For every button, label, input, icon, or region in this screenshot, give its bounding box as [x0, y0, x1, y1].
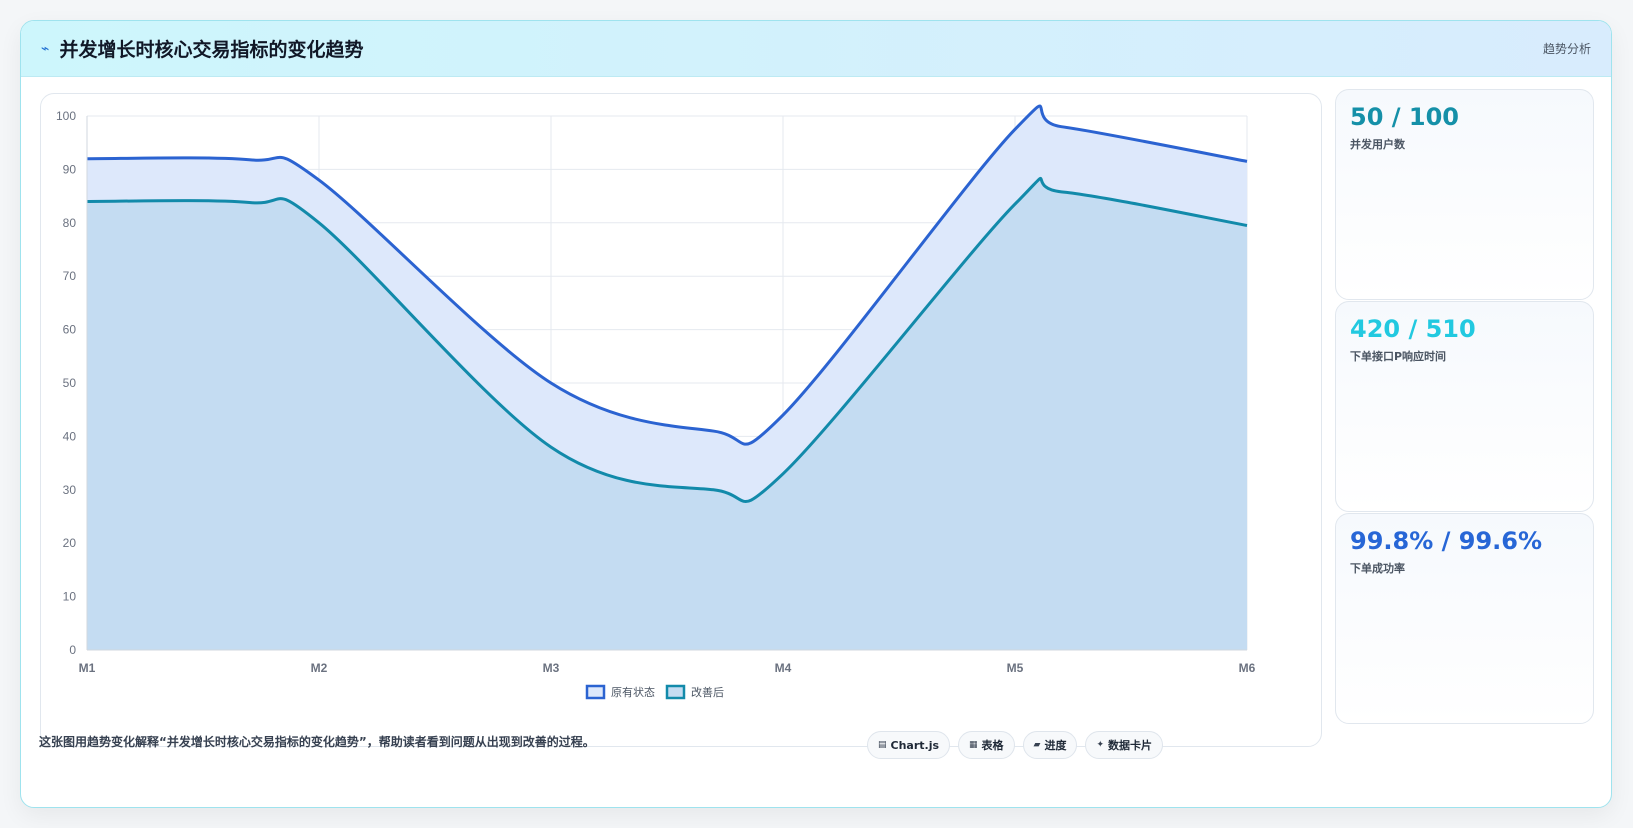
stat-value: 420 / 510 — [1350, 315, 1476, 343]
chip-label: Chart.js — [890, 738, 940, 752]
y-tick-label: 60 — [63, 323, 77, 337]
chip-label: 表格 — [981, 739, 1004, 752]
tech-chips: ▤ Chart.js ▦ 表格 ▰ 进度 ✦ 数据卡片 — [867, 731, 1164, 759]
x-tick-label: M5 — [1007, 661, 1024, 675]
chip-progress[interactable]: ▰ 进度 — [1022, 731, 1078, 759]
header-left: ⌁ 并发增长时核心交易指标的变化趋势 — [41, 35, 363, 62]
y-tick-label: 40 — [63, 429, 77, 443]
chart-panel: 0 10 20 30 40 50 60 70 80 90 100 M1 M2 M3 M4 M5 M6 原有状态 改善… — [40, 93, 1322, 747]
stat-label: 下单接口P响应时间 — [1350, 350, 1447, 363]
page-title: 并发增长时核心交易指标的变化趋势 — [59, 39, 364, 61]
y-tick-label: 100 — [56, 109, 76, 123]
x-tick-label: M4 — [775, 661, 792, 675]
legend-swatch-0 — [585, 684, 606, 700]
chart-description: 这张图用趋势变化解释“并发增长时核心交易指标的变化趋势”，帮助读者看到问题从出现… — [39, 735, 595, 749]
series-area-1 — [87, 178, 1247, 650]
chip-data-card[interactable]: ✦ 数据卡片 — [1085, 731, 1164, 759]
chip-chartjs[interactable]: ▤ Chart.js — [867, 731, 951, 759]
y-tick-label: 80 — [63, 216, 77, 230]
legend-swatch-1 — [665, 684, 686, 700]
x-tick-label: M2 — [311, 661, 328, 675]
analysis-tag: 趋势分析 — [1542, 42, 1591, 56]
series-line-0 — [86, 104, 1248, 446]
y-tick-label: 50 — [63, 376, 77, 390]
y-tick-label: 10 — [63, 590, 77, 604]
sparkle-icon: ✦ — [1096, 740, 1105, 750]
card-header: ⌁ 并发增长时核心交易指标的变化趋势 趋势分析 — [21, 21, 1611, 77]
y-tick-label: 20 — [63, 536, 77, 550]
y-tick-label: 30 — [63, 483, 77, 497]
chip-label: 数据卡片 — [1108, 739, 1153, 752]
stat-card-concurrent-users: 50 / 100 并发用户数 — [1335, 89, 1594, 300]
series-line-1 — [86, 177, 1248, 503]
chart-icon: ▤ — [878, 740, 887, 750]
stat-card-response-time: 420 / 510 下单接口P响应时间 — [1335, 301, 1594, 512]
x-tick-label: M3 — [543, 661, 560, 675]
legend-label-0: 原有状态 — [611, 685, 655, 699]
legend-label-1: 改善后 — [691, 685, 724, 699]
area-chart: 0 10 20 30 40 50 60 70 80 90 100 M1 M2 M3 M4 M5 M6 原有状态 改善… — [56, 104, 1256, 700]
stat-label: 并发用户数 — [1350, 138, 1405, 151]
chip-label: 进度 — [1044, 739, 1067, 752]
stat-label: 下单成功率 — [1350, 562, 1405, 575]
trend-icon: ⌁ — [41, 40, 50, 57]
table-icon: ▦ — [969, 740, 978, 750]
y-tick-label: 70 — [63, 269, 77, 283]
chip-table[interactable]: ▦ 表格 — [958, 731, 1015, 759]
stat-value: 50 / 100 — [1350, 103, 1459, 131]
x-tick-label: M6 — [1239, 661, 1256, 675]
progress-icon: ▰ — [1033, 740, 1041, 750]
y-tick-label: 90 — [63, 162, 77, 176]
x-tick-label: M1 — [79, 661, 96, 675]
stat-card-success-rate: 99.8% / 99.6% 下单成功率 — [1335, 513, 1594, 724]
stat-value: 99.8% / 99.6% — [1350, 527, 1542, 555]
y-tick-label: 0 — [69, 643, 76, 657]
trend-card: ⌁ 并发增长时核心交易指标的变化趋势 趋势分析 0 10 20 30 40 50 60 70 8… — [20, 20, 1612, 808]
